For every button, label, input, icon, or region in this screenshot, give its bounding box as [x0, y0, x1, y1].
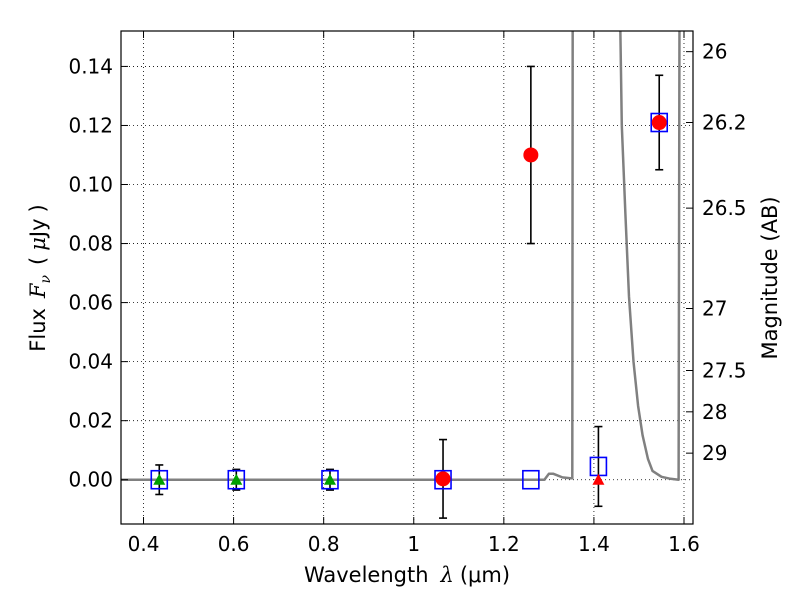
y-tick-label: 0.10 [68, 173, 113, 197]
limit-triangle-marker [153, 473, 166, 485]
detection-circle-marker [523, 147, 539, 163]
y-axis-label: FluxFν(μJy) [26, 204, 54, 351]
model-square-marker [650, 112, 669, 133]
x-tick-label: 1 [407, 532, 420, 556]
grid-lines [121, 31, 693, 524]
model-square-marker [227, 469, 246, 490]
x-tick-label: 1.6 [668, 532, 700, 556]
x-tick-label: 0.6 [218, 532, 250, 556]
model-square-marker [434, 469, 452, 490]
model-square-marker [522, 469, 540, 490]
x-tick-label: 1.4 [578, 532, 610, 556]
x-tick-label: 0.4 [128, 532, 160, 556]
magnitude-tick-label: 27.5 [702, 358, 747, 382]
magnitude-tick-label: 28 [702, 400, 727, 424]
detection-circle-marker [435, 471, 451, 487]
limit-triangle-marker [323, 473, 336, 485]
y-tick-label: 0.06 [68, 291, 113, 315]
magnitude-tick-label: 27 [702, 296, 727, 320]
y-tick-label: 0.04 [68, 350, 113, 374]
magnitude-tick-label: 26.5 [702, 196, 747, 220]
magnitude-tick-label: 26.2 [702, 111, 747, 135]
plot-area [121, 31, 681, 519]
x-tick-label: 1.2 [488, 532, 520, 556]
model-spectrum-line [121, 31, 681, 481]
magnitude-tick-label: 26 [702, 40, 727, 64]
detection-circle-marker [651, 115, 667, 131]
y-tick-label: 0.08 [68, 232, 113, 256]
axis-ticks: 0.4 0.6 0.8 1 1.2 1.4 1.6 0.00 0.02 0.04 0.06 0.08 0… [68, 31, 747, 556]
model-square-marker [321, 469, 339, 490]
axes-frame [120, 30, 694, 525]
model-square-marker [150, 469, 169, 490]
x-tick-label: 0.8 [308, 532, 340, 556]
magnitude-axis-label: Magnitude (AB) [758, 196, 782, 359]
x-axis-label: Wavelength λ (μm) [304, 563, 510, 587]
magnitude-tick-label: 29 [702, 441, 727, 465]
limit-triangle-marker [592, 473, 605, 485]
y-tick-label: 0.02 [68, 409, 113, 433]
limit-triangle-marker [230, 473, 243, 485]
y-tick-label: 0.12 [68, 113, 113, 137]
y-tick-label: 0.14 [68, 54, 113, 78]
y-tick-label: 0.00 [68, 468, 113, 492]
